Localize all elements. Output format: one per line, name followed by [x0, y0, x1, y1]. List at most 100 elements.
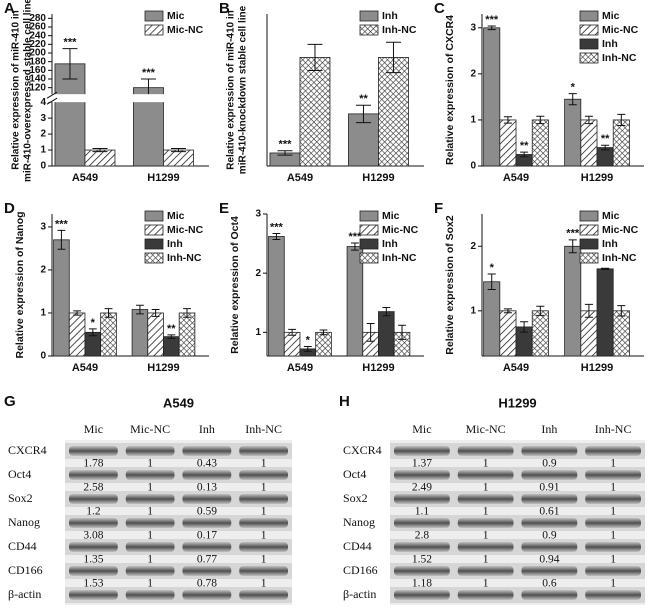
error-bar	[88, 328, 97, 337]
blot-quantification: 1	[483, 554, 489, 566]
blot-band	[125, 566, 175, 576]
error-bar	[568, 239, 577, 254]
blot-band	[457, 542, 514, 552]
error-bar	[277, 150, 293, 156]
legend-label: Inh-NC	[602, 252, 637, 264]
error-bar	[520, 321, 529, 333]
legend-swatch	[579, 10, 599, 22]
blot-quantification: 1	[261, 506, 267, 518]
blot-strip	[65, 515, 292, 531]
blot-quantification: 1	[261, 482, 267, 494]
legend-label: Mic-NC	[602, 24, 639, 36]
error-bar	[57, 229, 66, 250]
blot-band	[585, 566, 641, 576]
blot-column-label: Mic-NC	[466, 422, 506, 436]
blot-band	[239, 446, 288, 456]
bar	[100, 312, 117, 357]
error-bar	[135, 304, 144, 315]
blot-column-label: Mic-NC	[130, 422, 170, 436]
bar	[299, 57, 331, 167]
legend-label: Mic-NC	[167, 224, 204, 236]
blot-row-label: CXCR4	[8, 443, 47, 457]
error-bar	[601, 267, 610, 271]
y-tick-label: 2	[470, 241, 476, 252]
panel-label: E	[219, 200, 229, 217]
bar	[268, 236, 285, 357]
x-tick-label: A549	[503, 172, 529, 184]
blot-band	[457, 518, 514, 528]
legend-label: Mic	[167, 210, 185, 222]
legend-label: Inh	[602, 38, 618, 50]
y-axis-label: miR-410-overexpressed stable cell line	[23, 0, 34, 182]
y-tick-label: 1	[470, 115, 476, 126]
blot-quantification: 1	[610, 506, 616, 518]
y-tick-label: 220	[29, 39, 46, 50]
legend-label: Mic	[602, 210, 620, 222]
x-tick-label: A549	[503, 362, 529, 374]
blot-quantification: 1.35	[83, 554, 103, 566]
error-bar	[167, 334, 176, 339]
bar	[531, 119, 549, 167]
y-tick-label: 140	[29, 74, 46, 85]
axis-break	[46, 94, 209, 103]
blot-row-label: Oct4	[8, 467, 31, 481]
blot-band	[69, 566, 118, 576]
blot-quantification: 0.9	[542, 458, 557, 470]
blot-quantification: 1	[147, 458, 153, 470]
error-bar	[617, 113, 626, 126]
bar	[596, 268, 614, 357]
blot-row-label: β-actin	[8, 587, 41, 601]
error-bar	[503, 308, 512, 314]
blot-row-label: CD44	[8, 539, 37, 553]
legend-swatch	[579, 52, 599, 64]
error-bar	[355, 104, 371, 124]
blot-quantification: 0.91	[539, 482, 559, 494]
blot-quantification: 1.2	[86, 506, 101, 518]
legend-swatch	[579, 24, 599, 36]
blot-quantification: 1	[261, 578, 267, 590]
blot-band	[239, 518, 288, 528]
y-tick-label: 0	[470, 161, 476, 172]
blot-band	[69, 518, 118, 528]
y-axis-label: Relative expression of Oct4	[229, 216, 241, 354]
significance-label: ***	[64, 37, 78, 49]
y-tick-label: 3	[470, 22, 476, 33]
blot-band	[394, 590, 450, 600]
blot-band	[585, 494, 641, 504]
significance-label: ***	[270, 221, 284, 233]
blot-band	[394, 542, 450, 552]
significance-label: ***	[142, 67, 156, 79]
y-tick-label: 0	[40, 351, 46, 362]
blot-band	[239, 470, 288, 480]
blot-title: A549	[163, 395, 194, 410]
legend-swatch	[144, 24, 164, 36]
bar	[378, 311, 395, 357]
significance-label: **	[359, 93, 368, 105]
legend-swatch	[579, 38, 599, 50]
bar	[564, 98, 582, 167]
blot-quantification: 1	[483, 578, 489, 590]
significance-label: **	[601, 133, 610, 145]
error-bar	[385, 41, 401, 74]
bar	[612, 119, 630, 167]
blot-band	[521, 590, 578, 600]
error-bar	[350, 242, 359, 251]
y-tick-label: 1	[470, 305, 476, 316]
error-bar	[584, 303, 593, 318]
bar	[483, 27, 501, 167]
panel-label: A	[4, 0, 15, 17]
blot-quantification: 1	[483, 458, 489, 470]
y-tick-label: 180	[29, 56, 46, 67]
x-tick-label: A549	[287, 362, 313, 374]
y-tick-label: 200	[29, 48, 46, 59]
blot-band	[585, 518, 641, 528]
panel-label: G	[4, 393, 16, 410]
blot-band	[239, 590, 288, 600]
error-bar	[62, 48, 78, 80]
error-bar	[568, 93, 577, 106]
error-bar	[503, 116, 512, 124]
blot-quantification: 1.1	[415, 506, 430, 518]
blot-band	[125, 542, 175, 552]
blot-band	[585, 446, 641, 456]
